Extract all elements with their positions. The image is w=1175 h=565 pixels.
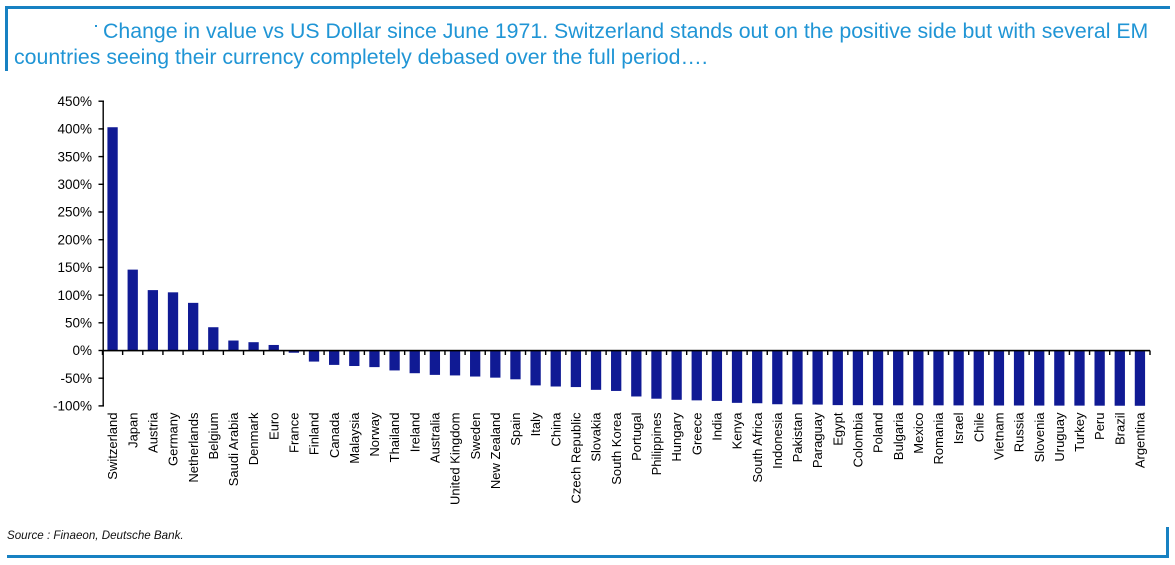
svg-text:Turkey: Turkey [1072,412,1087,452]
svg-text:Kenya: Kenya [730,412,745,450]
svg-text:Austria: Austria [145,412,160,453]
svg-text:France: France [286,413,301,453]
svg-text:150%: 150% [57,260,92,275]
svg-text:Malaysia: Malaysia [347,412,362,464]
svg-text:New Zealand: New Zealand [488,413,503,490]
svg-text:Vietnam: Vietnam [992,413,1007,460]
svg-text:Germany: Germany [166,412,181,466]
svg-text:350%: 350% [57,149,92,164]
svg-text:250%: 250% [57,205,92,220]
svg-text:South Africa: South Africa [750,412,765,483]
svg-text:Portugal: Portugal [629,412,644,461]
svg-text:Argentina: Argentina [1133,412,1148,468]
svg-text:Switzerland: Switzerland [105,413,120,480]
svg-text:Italy: Italy [528,412,543,436]
svg-text:India: India [710,412,725,441]
svg-text:Egypt: Egypt [830,412,845,446]
svg-text:0%: 0% [72,343,92,358]
svg-text:Finland: Finland [307,413,322,456]
svg-text:Russia: Russia [1012,412,1027,453]
svg-text:Thailand: Thailand [387,413,402,463]
svg-text:Uruguay: Uruguay [1052,412,1067,462]
svg-text:Poland: Poland [871,413,886,453]
svg-text:Japan: Japan [125,413,140,448]
svg-text:Brazil: Brazil [1112,412,1127,445]
svg-text:Paraguay: Paraguay [810,412,825,468]
svg-text:Israel: Israel [951,412,966,444]
svg-text:China: China [548,412,563,447]
svg-text:Belgium: Belgium [206,413,221,460]
svg-text:Pakistan: Pakistan [790,413,805,463]
svg-text:Canada: Canada [327,412,342,458]
svg-text:South Korea: South Korea [609,412,624,485]
svg-text:-50%: -50% [60,371,92,386]
svg-text:Denmark: Denmark [246,412,261,465]
svg-text:Romania: Romania [931,412,946,465]
svg-text:100%: 100% [57,288,92,303]
svg-text:Euro: Euro [266,413,281,440]
svg-text:Indonesia: Indonesia [770,412,785,469]
svg-text:Bulgaria: Bulgaria [891,412,906,460]
svg-text:Slovenia: Slovenia [1032,412,1047,463]
svg-text:Czech Republic: Czech Republic [568,412,583,504]
svg-text:Netherlands: Netherlands [186,412,201,483]
svg-text:United Kingdom: United Kingdom [448,413,463,506]
svg-text:Peru: Peru [1092,413,1107,440]
svg-text:50%: 50% [65,316,92,331]
svg-text:300%: 300% [57,177,92,192]
svg-text:Chile: Chile [971,413,986,443]
svg-text:Australia: Australia [427,412,442,463]
svg-text:Philippines: Philippines [649,412,664,475]
svg-text:Norway: Norway [367,412,382,457]
svg-text:Sweden: Sweden [468,413,483,460]
svg-text:400%: 400% [57,122,92,137]
svg-text:Hungary: Hungary [669,412,684,462]
svg-text:Ireland: Ireland [407,413,422,453]
svg-text:-100%: -100% [53,399,92,414]
svg-text:Mexico: Mexico [911,413,926,454]
svg-text:Saudi Arabia: Saudi Arabia [226,412,241,486]
svg-text:Spain: Spain [508,413,523,446]
svg-text:200%: 200% [57,232,92,247]
svg-text:450%: 450% [57,94,92,109]
svg-text:Greece: Greece [689,413,704,456]
svg-text:Slovakia: Slovakia [589,412,604,462]
svg-text:Colombia: Colombia [851,412,866,468]
